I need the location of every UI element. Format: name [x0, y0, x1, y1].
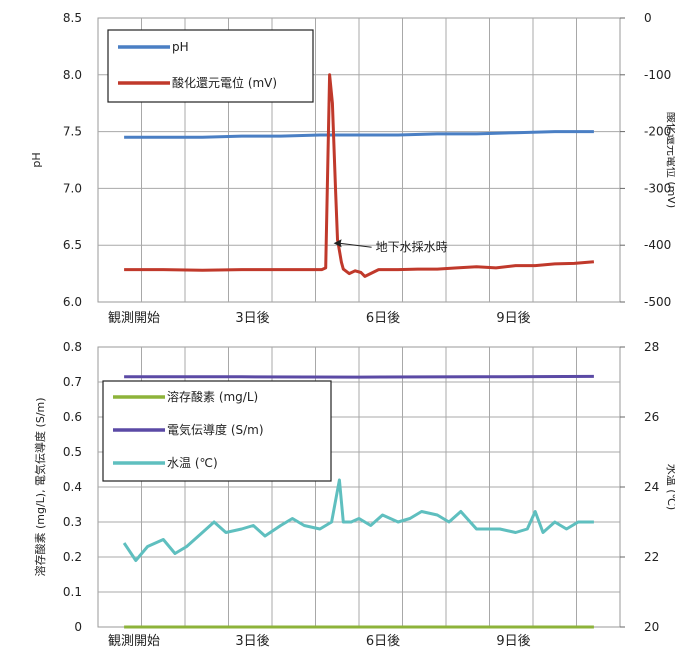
y-left-tick-label: 8.5	[63, 11, 82, 25]
y-right-tick-label: -200	[644, 125, 671, 139]
series-line-0	[124, 130, 594, 139]
y-left-tick-label: 0	[74, 620, 82, 634]
y-right-tick-label: -400	[644, 238, 671, 252]
legend-label: 溶存酸素 (mg/L)	[167, 389, 258, 404]
series-line-1	[124, 374, 594, 379]
legend-label: 酸化還元電位 (mV)	[172, 75, 277, 90]
y-right-axis-label: 水温 (℃)	[665, 464, 675, 510]
annotation-text: 地下水採水時	[376, 240, 448, 254]
y-left-tick-label: 7.0	[63, 181, 82, 195]
y-left-tick-label: 6.0	[63, 295, 82, 309]
x-tick-label: 6日後	[366, 634, 400, 649]
y-right-tick-label: 28	[644, 340, 659, 354]
y-left-tick-label: 0.6	[63, 410, 82, 424]
bottom-chart: 0 0.1 0.2 0.3 0.4 0.5 0.6 0.7 0.8 20 22 24 26 28 観測開始 3…	[33, 340, 675, 649]
y-left-tick-label: 6.5	[63, 238, 82, 252]
y-left-tick-label: 8.0	[63, 68, 82, 82]
series-line-2	[122, 478, 594, 562]
y-right-tick-label: -100	[644, 68, 671, 82]
top-chart: 6.0 6.5 7.0 7.5 8.0 8.5 -500 -400 -300 -200 -100 0 観…	[30, 11, 675, 326]
legend-label: 水温 (℃)	[167, 456, 218, 470]
y-right-tick-label: 0	[644, 11, 652, 25]
x-tick-label: 6日後	[366, 311, 400, 326]
y-right-tick-label: -500	[644, 295, 671, 309]
y-left-tick-label: 7.5	[63, 125, 82, 139]
y-left-axis-label: pH	[30, 152, 43, 167]
y-right-tick-label: -300	[644, 181, 671, 195]
legend-label: pH	[172, 40, 189, 54]
y-right-axis-label: 酸化還元電位 (mV)	[665, 112, 675, 208]
y-right-tick-label: 20	[644, 620, 659, 634]
y-left-tick-label: 0.8	[63, 340, 82, 354]
y-left-axis-label: 溶存酸素 (mg/L), 電気伝導度 (S/m)	[33, 397, 47, 576]
annotation-arrow-line	[339, 242, 372, 248]
x-tick-label: 観測開始	[108, 634, 160, 649]
y-left-tick-label: 0.4	[63, 480, 82, 494]
y-left-tick-label: 0.3	[63, 515, 82, 529]
annotation-arrow-head	[333, 239, 342, 248]
legend-box	[107, 29, 314, 103]
x-tick-label: 9日後	[496, 311, 530, 326]
x-tick-label: 9日後	[496, 634, 530, 649]
series-line-1	[124, 73, 595, 278]
y-right-tick-label: 26	[644, 410, 659, 424]
y-left-tick-label: 0.1	[63, 585, 82, 599]
y-left-tick-label: 0.5	[63, 445, 82, 459]
y-right-tick-label: 22	[644, 550, 659, 564]
y-left-tick-label: 0.7	[63, 375, 82, 389]
legend-label: 電気伝導度 (S/m)	[167, 422, 264, 437]
y-right-tick-label: 24	[644, 480, 659, 494]
x-tick-label: 3日後	[235, 634, 269, 649]
y-left-tick-label: 0.2	[63, 550, 82, 564]
x-tick-label: 3日後	[235, 311, 269, 326]
x-tick-label: 観測開始	[108, 311, 160, 326]
